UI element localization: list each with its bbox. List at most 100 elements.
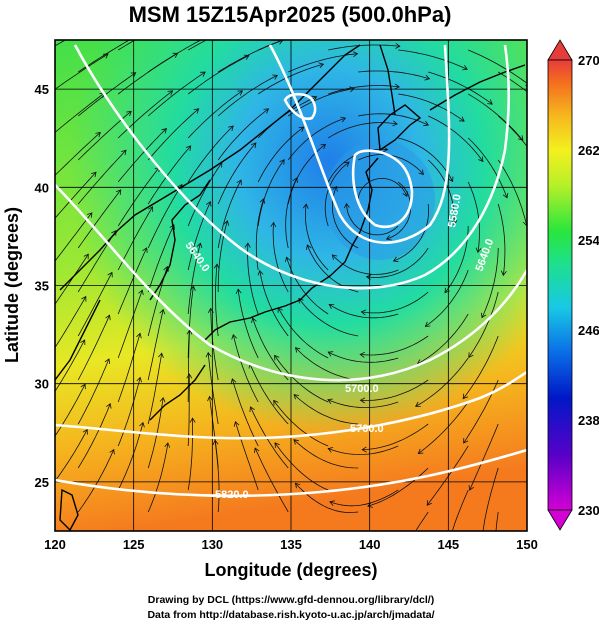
streamline [398, 93, 465, 122]
streamline [77, 230, 117, 293]
streamline-arrow [104, 358, 111, 364]
streamline [147, 442, 169, 513]
streamline [187, 243, 201, 315]
streamline-arrow [306, 244, 312, 251]
height-contours [55, 44, 527, 498]
streamline-arrow [415, 401, 421, 407]
contour-label-5760: 5760.0 [350, 423, 384, 435]
streamline-arrow [107, 271, 113, 278]
streamline-arrow [383, 146, 389, 153]
streamline [187, 162, 223, 227]
streamline-arrow [500, 270, 507, 277]
streamline-arrow [111, 230, 117, 236]
streamline-arrow [95, 131, 101, 138]
streamline-arrow [424, 74, 431, 81]
streamline-arrow [462, 393, 469, 400]
streamline [366, 247, 429, 278]
streamline-arrow [148, 206, 154, 212]
streamline [428, 71, 493, 105]
streamline [55, 132, 101, 176]
streamline-arrow [496, 579, 501, 584]
streamline [231, 378, 259, 447]
streamline [451, 489, 469, 531]
streamline-arrow [223, 220, 230, 226]
streamline-arrow [186, 373, 193, 379]
streamline [147, 353, 163, 425]
streamline-arrow [259, 198, 266, 204]
streamline-arrow [502, 192, 509, 199]
streamline-arrow [302, 203, 309, 209]
coast-sakhalin [379, 44, 396, 116]
streamline [285, 177, 298, 249]
streamline [328, 445, 399, 455]
streamline [277, 307, 329, 359]
streamline [257, 63, 324, 95]
streamline [328, 304, 399, 319]
streamline-arrow [138, 289, 144, 296]
streamline-arrow [327, 398, 333, 404]
streamline-arrow [327, 351, 334, 357]
credit-data: Data from http://database.rish.kyoto-u.a… [147, 609, 434, 621]
streamline-arrow [417, 448, 424, 454]
streamline-arrow [257, 269, 264, 276]
streamline-arrow [193, 108, 200, 114]
x-tick-label: 135 [280, 537, 302, 552]
streamline [55, 384, 86, 437]
streamline-arrow [462, 64, 468, 71]
streamline-arrow [487, 99, 493, 105]
streamline-arrow [293, 439, 299, 445]
x-tick-label: 150 [516, 537, 538, 552]
x-tick-label: 140 [359, 537, 381, 552]
streamline [467, 137, 508, 198]
streamline [117, 128, 167, 183]
streamline [217, 220, 228, 292]
streamline [360, 335, 429, 356]
contour-5580 [268, 44, 451, 244]
streamline-arrow [340, 116, 347, 123]
streamline-arrow [332, 185, 338, 192]
streamline-arrow [311, 95, 318, 102]
streamline [117, 290, 143, 359]
streamline-arrow [142, 247, 148, 253]
streamline [55, 296, 87, 349]
streamline-arrow [106, 402, 112, 409]
streamline-arrow [463, 437, 469, 444]
contour-label-5820: 5820.0 [215, 489, 249, 501]
streamline [187, 286, 194, 359]
streamline-arrow [273, 399, 279, 406]
streamline-arrow [343, 202, 350, 209]
streamline [469, 423, 499, 491]
streamline [217, 142, 257, 205]
streamline-arrow [272, 74, 278, 80]
streamline-arrow [130, 72, 137, 78]
streamline-arrow [320, 143, 327, 150]
streamline-arrow [237, 90, 244, 96]
streamline [298, 298, 359, 337]
streamline-arrow [263, 108, 270, 114]
streamline [495, 511, 499, 531]
streamline [328, 351, 399, 363]
streamline-arrow [352, 51, 359, 58]
streamline [187, 55, 250, 95]
streamline-arrow [159, 308, 166, 315]
streamline-arrow [468, 352, 474, 358]
streamline-arrow [80, 383, 86, 390]
streamline-arrow [298, 126, 305, 132]
streamline [257, 126, 304, 183]
streamline [147, 309, 164, 381]
streamline-arrow [91, 171, 97, 178]
streamline [147, 184, 183, 249]
y-axis: 25 30 35 40 45 [35, 82, 49, 490]
streamline [293, 439, 359, 469]
streamline-arrow [177, 183, 183, 190]
streamline [254, 447, 289, 513]
streamline-arrow [213, 263, 220, 269]
streamline [293, 394, 359, 425]
streamline [147, 224, 175, 293]
streamline-arrow [205, 351, 212, 358]
streamline [467, 93, 524, 141]
streamline-arrow [243, 54, 250, 60]
streamline-arrow [136, 332, 142, 339]
streamline-arrow [233, 420, 240, 427]
streamline [187, 125, 234, 183]
